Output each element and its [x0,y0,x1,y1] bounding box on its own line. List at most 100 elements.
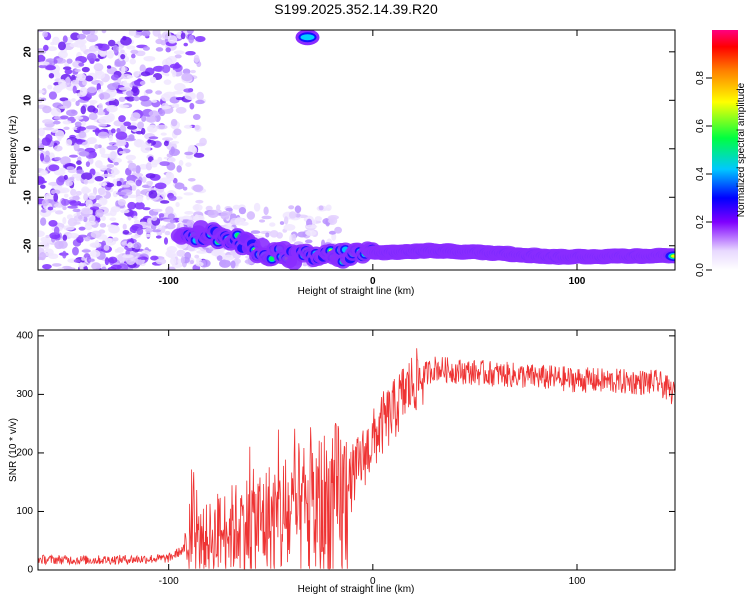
noise-speckle [142,46,150,51]
noise-speckle [157,33,162,40]
noise-speckle [183,192,194,196]
noise-speckle [192,184,204,193]
noise-speckle [125,90,134,97]
colorbar: 0.0 0.2 0.4 0.6 0.8 Normalized spectral ampl… [695,30,747,277]
noise-speckle [158,213,165,218]
noise-speckle [71,79,80,85]
noise-speckle [69,154,78,158]
noise-speckle [38,176,45,185]
noise-speckle [139,64,146,73]
noise-speckle [87,221,96,226]
noise-speckle [166,55,177,64]
noise-speckle [130,49,139,54]
noise-speckle [163,79,172,85]
noise-speckle [66,58,73,64]
noise-speckle [165,171,173,179]
noise-speckle [42,263,52,270]
noise-speckle [62,250,67,259]
noise-speckle [127,125,138,130]
noise-speckle [194,254,200,259]
noise-speckle [67,205,78,209]
noise-speckle [161,64,171,74]
noise-speckle [105,182,115,188]
noise-speckle [149,76,157,84]
noise-speckle [38,61,50,66]
noise-speckle [78,131,87,139]
noise-speckle [238,207,247,215]
noise-speckle [39,251,46,261]
noise-speckle [171,103,179,108]
noise-speckle [97,187,106,195]
colorbar-tick-label: 0.2 [695,215,706,229]
noise-speckle [184,91,196,101]
noise-speckle [103,244,110,251]
noise-speckle [75,100,80,107]
noise-speckle [230,260,236,269]
noise-speckle [64,68,73,75]
noise-speckle [120,53,126,60]
noise-speckle [175,106,187,114]
noise-speckle [101,215,106,221]
noise-speckle [57,267,65,270]
colorbar-label: Normalized spectral amplitude [736,82,747,217]
noise-speckle [101,30,107,34]
noise-speckle [147,139,152,144]
noise-speckle [186,30,194,34]
noise-speckle [38,89,45,94]
noise-speckle [45,208,57,213]
noise-speckle [41,199,49,207]
noise-speckle [175,96,185,101]
noise-speckle [98,103,104,111]
noise-speckle [117,199,126,206]
noise-speckle [140,99,153,107]
noise-speckle [78,62,85,67]
noise-speckle [106,163,115,168]
noise-speckle [155,47,164,52]
colorbar-tick-label: 0.4 [695,167,706,181]
noise-speckle [108,256,118,264]
noise-speckle [114,58,126,67]
noise-speckle [193,152,205,158]
noise-speckle [109,150,118,159]
noise-speckle [234,217,245,226]
noise-speckle [146,187,156,192]
noise-speckle [195,142,206,147]
noise-speckle [184,151,194,156]
noise-speckle [312,219,317,225]
noise-speckle [133,219,140,225]
noise-speckle [165,206,174,215]
noise-speckle [61,265,73,270]
noise-speckle [172,177,178,184]
noise-speckle [170,140,180,144]
noise-speckle [57,187,70,194]
noise-speckle [89,242,102,248]
noise-speckle [99,223,107,228]
noise-speckle [57,41,67,51]
noise-speckle [232,204,241,210]
noise-speckle [47,84,53,90]
noise-speckle [127,162,137,171]
noise-speckle [173,50,185,55]
figure-title: S199.2025.352.14.39.R20 [274,1,438,17]
noise-speckle [173,128,182,136]
y-tick-label: 0 [23,146,34,152]
noise-speckle [81,188,92,194]
noise-speckle [314,216,322,222]
noise-speckle [120,49,125,54]
noise-speckle [176,249,186,257]
noise-speckle [72,246,79,256]
noise-speckle [101,173,113,178]
noise-speckle [145,233,151,238]
noise-speckle [164,230,171,236]
noise-speckle [59,156,71,166]
noise-speckle [48,220,58,227]
noise-speckle [59,167,67,172]
noise-speckle [76,169,85,175]
noise-speckle [88,112,98,121]
x-tick-label: -100 [159,576,179,587]
noise-speckle [175,202,180,208]
noise-speckle [78,262,84,270]
